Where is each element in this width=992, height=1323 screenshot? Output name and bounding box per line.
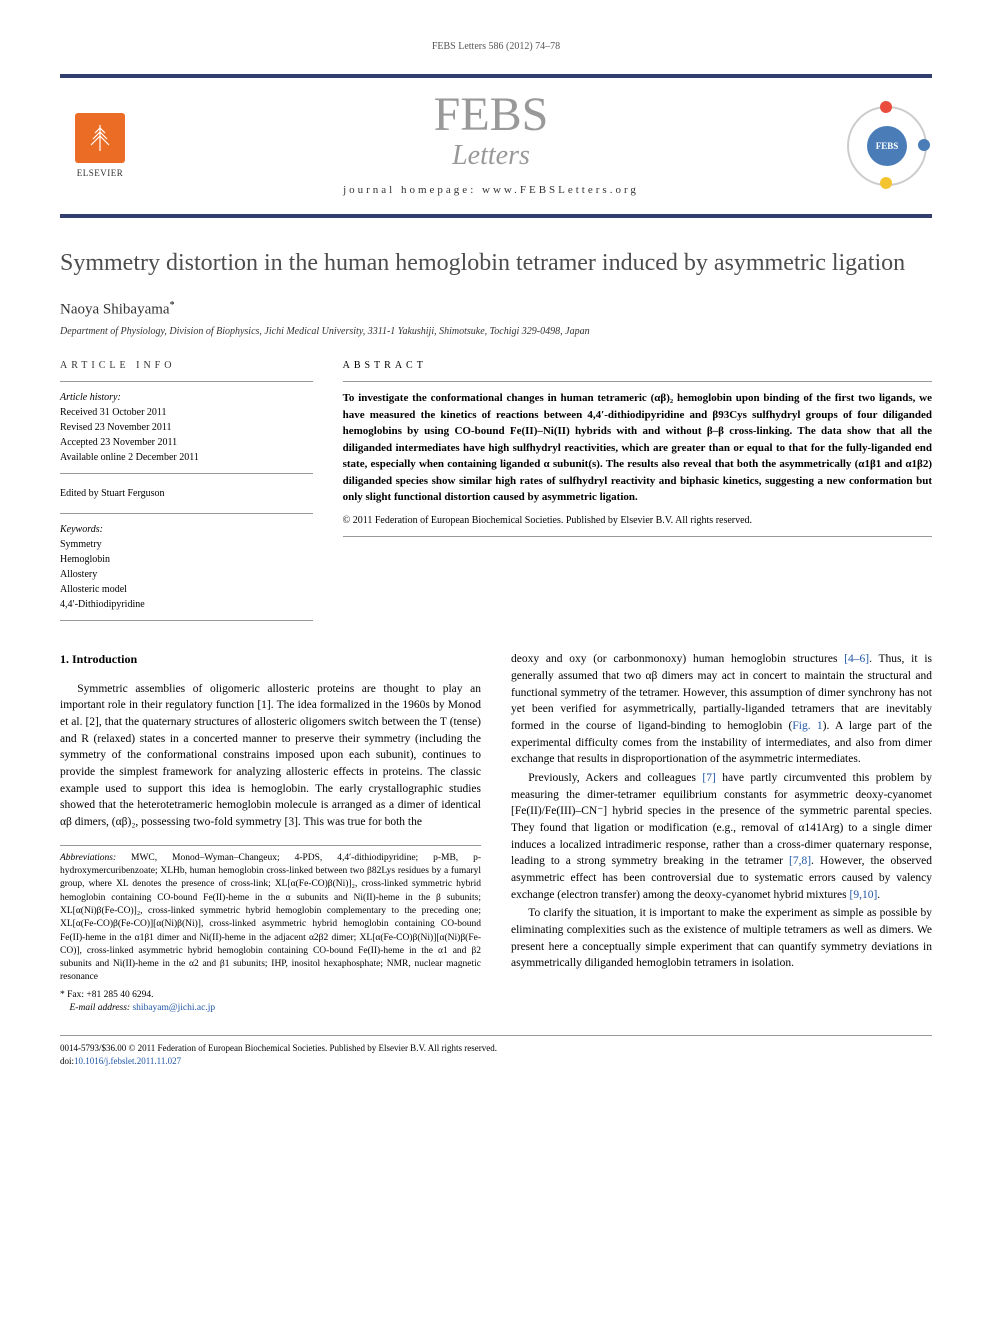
journal-logo-sub: Letters: [140, 136, 842, 175]
email-link[interactable]: shibayam@jichi.ac.jp: [132, 1003, 215, 1013]
keyword: Allosteric model: [60, 582, 313, 597]
journal-reference: FEBS Letters 586 (2012) 74–78: [60, 40, 932, 54]
citation-link[interactable]: [9,10]: [849, 889, 877, 901]
edited-by: Edited by Stuart Ferguson: [60, 486, 313, 501]
right-column: deoxy and oxy (or carbonmonoxy) human he…: [511, 651, 932, 1015]
intro-paragraph: To clarify the situation, it is importan…: [511, 905, 932, 972]
intro-paragraph: Symmetric assemblies of oligomeric allos…: [60, 681, 481, 831]
page-footer: 0014-5793/$36.00 © 2011 Federation of Eu…: [60, 1035, 932, 1067]
elsevier-label: ELSEVIER: [77, 167, 124, 180]
history-revised: Revised 23 November 2011: [60, 420, 313, 435]
footnotes: Abbreviations: MWC, Monod–Wyman–Changeux…: [60, 845, 481, 1016]
author-sup: *: [170, 300, 175, 311]
elsevier-tree-icon: [75, 113, 125, 163]
keyword: Hemoglobin: [60, 552, 313, 567]
email-label: E-mail address:: [70, 1003, 131, 1013]
history-accepted: Accepted 23 November 2011: [60, 435, 313, 450]
febs-badge-label: FEBS: [867, 126, 907, 166]
article-info-heading: ARTICLE INFO: [60, 359, 313, 373]
affiliation: Department of Physiology, Division of Bi…: [60, 325, 932, 339]
journal-logo-main: FEBS: [140, 93, 842, 136]
doi-label: doi:: [60, 1056, 74, 1066]
figure-link[interactable]: Fig. 1: [792, 720, 822, 732]
citation-link[interactable]: [7,8]: [789, 855, 811, 867]
abbrev-text: MWC, Monod–Wyman–Changeux; 4-PDS, 4,4′-d…: [60, 853, 481, 983]
journal-homepage[interactable]: journal homepage: www.FEBSLetters.org: [140, 183, 842, 198]
article-title: Symmetry distortion in the human hemoglo…: [60, 248, 932, 279]
body-columns: 1. Introduction Symmetric assemblies of …: [60, 651, 932, 1015]
author-name: Naoya Shibayama: [60, 301, 170, 317]
journal-header: ELSEVIER FEBS Letters journal homepage: …: [60, 74, 932, 218]
abstract-column: ABSTRACT To investigate the conformation…: [343, 359, 932, 621]
history-online: Available online 2 December 2011: [60, 450, 313, 465]
keywords-heading: Keywords:: [60, 522, 313, 537]
intro-paragraph: deoxy and oxy (or carbonmonoxy) human he…: [511, 651, 932, 768]
abstract-copyright: © 2011 Federation of European Biochemica…: [343, 514, 932, 528]
doi-link[interactable]: 10.1016/j.febslet.2011.11.027: [74, 1056, 181, 1066]
history-received: Received 31 October 2011: [60, 405, 313, 420]
history-heading: Article history:: [60, 390, 313, 405]
footer-copyright: 0014-5793/$36.00 © 2011 Federation of Eu…: [60, 1042, 932, 1055]
intro-heading: 1. Introduction: [60, 651, 481, 668]
citation-link[interactable]: [7]: [702, 772, 715, 784]
left-column: 1. Introduction Symmetric assemblies of …: [60, 651, 481, 1015]
citation-link[interactable]: [4–6]: [844, 653, 869, 665]
febs-badge-icon: FEBS: [842, 101, 932, 191]
abbrev-label: Abbreviations:: [60, 853, 116, 863]
journal-logo-block: FEBS Letters journal homepage: www.FEBSL…: [140, 93, 842, 199]
author-block: Naoya Shibayama*: [60, 299, 932, 320]
intro-paragraph: Previously, Ackers and colleagues [7] ha…: [511, 770, 932, 903]
keyword: 4,4′-Dithiodipyridine: [60, 597, 313, 612]
article-info-column: ARTICLE INFO Article history: Received 3…: [60, 359, 313, 621]
keyword: Symmetry: [60, 537, 313, 552]
elsevier-logo: ELSEVIER: [60, 106, 140, 186]
keyword: Allostery: [60, 567, 313, 582]
abstract-heading: ABSTRACT: [343, 359, 932, 373]
corresponding-author-fax: * Fax: +81 285 40 6294.: [60, 989, 481, 1002]
abstract-text: To investigate the conformational change…: [343, 381, 932, 506]
